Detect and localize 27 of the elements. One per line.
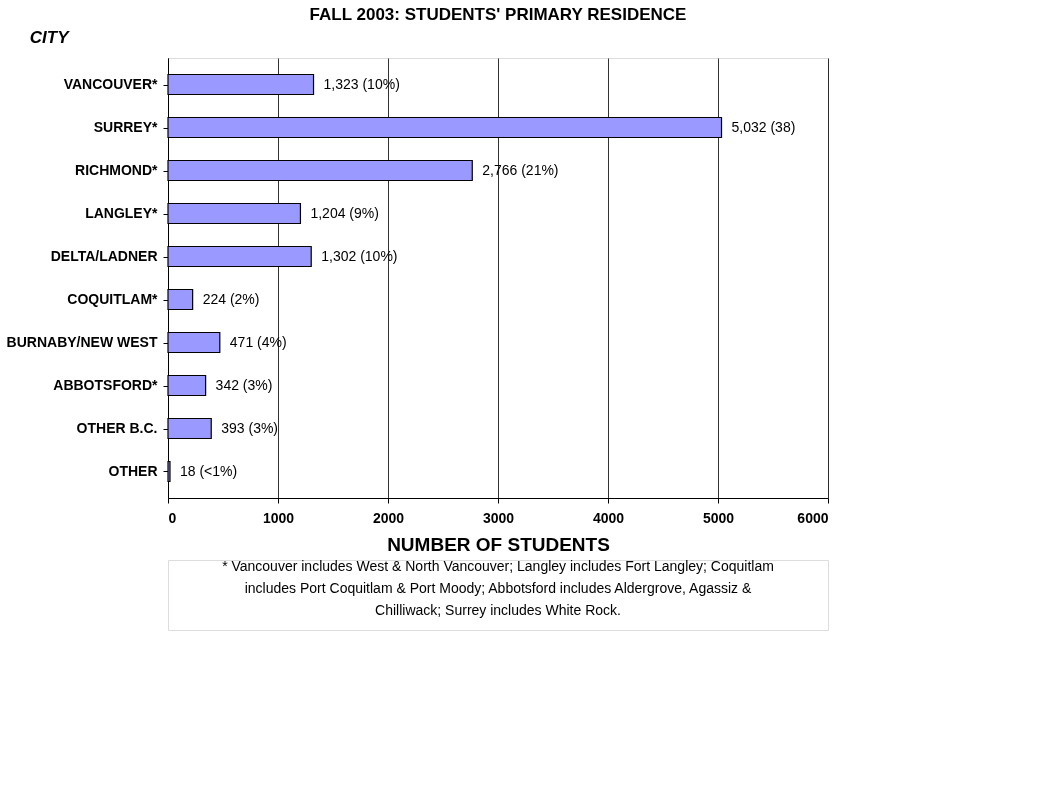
chart-title: FALL 2003: STUDENTS' PRIMARY RESIDENCE (309, 5, 687, 24)
y-tick-label: COQUITLAM* (67, 291, 159, 307)
data-label: 393 (3%) (221, 419, 279, 436)
data-label: 342 (3%) (215, 376, 273, 393)
y-tick-label: ABBOTSFORD* (53, 377, 159, 393)
y-tick-label: BURNABY/NEW WEST (6, 334, 158, 350)
x-tick-label: 3000 (482, 509, 515, 526)
data-label: 224 (2%) (202, 290, 260, 307)
data-label: 1,204 (9%) (310, 204, 379, 221)
data-label: 5,032 (38) (731, 118, 796, 135)
x-tick-label: 0 (168, 509, 177, 526)
y-tick-label: OTHER B.C. (76, 420, 158, 436)
x-tick-label: 6000 (797, 509, 829, 526)
y-tick-label: VANCOUVER* (63, 76, 159, 92)
y-tick-label: RICHMOND* (75, 162, 159, 178)
y-tick-label: LANGLEY* (85, 205, 159, 221)
y-axis-title: CITY (29, 27, 71, 47)
x-tick-label: 5000 (702, 509, 735, 526)
y-tick-label: DELTA/LADNER (50, 248, 158, 264)
x-tick-label: 1000 (262, 509, 295, 526)
text: * Vancouver includes West & North Vancouver; Langley includes Fort Langley; Coquitlam includes Port Coquitlam & Port Moody; Abbotsford includes Aldergrove, Agassiz & Chilliwack; Surrey includes White Rock. (222, 558, 774, 618)
data-label: 18 (<1%) (179, 462, 238, 479)
y-tick-label: OTHER (108, 463, 158, 479)
x-tick-label: 2000 (372, 509, 405, 526)
y-tick-label: SURREY* (93, 119, 159, 135)
x-axis-title: NUMBER OF STUDENTS (387, 533, 610, 555)
x-tick-label: 4000 (592, 509, 625, 526)
